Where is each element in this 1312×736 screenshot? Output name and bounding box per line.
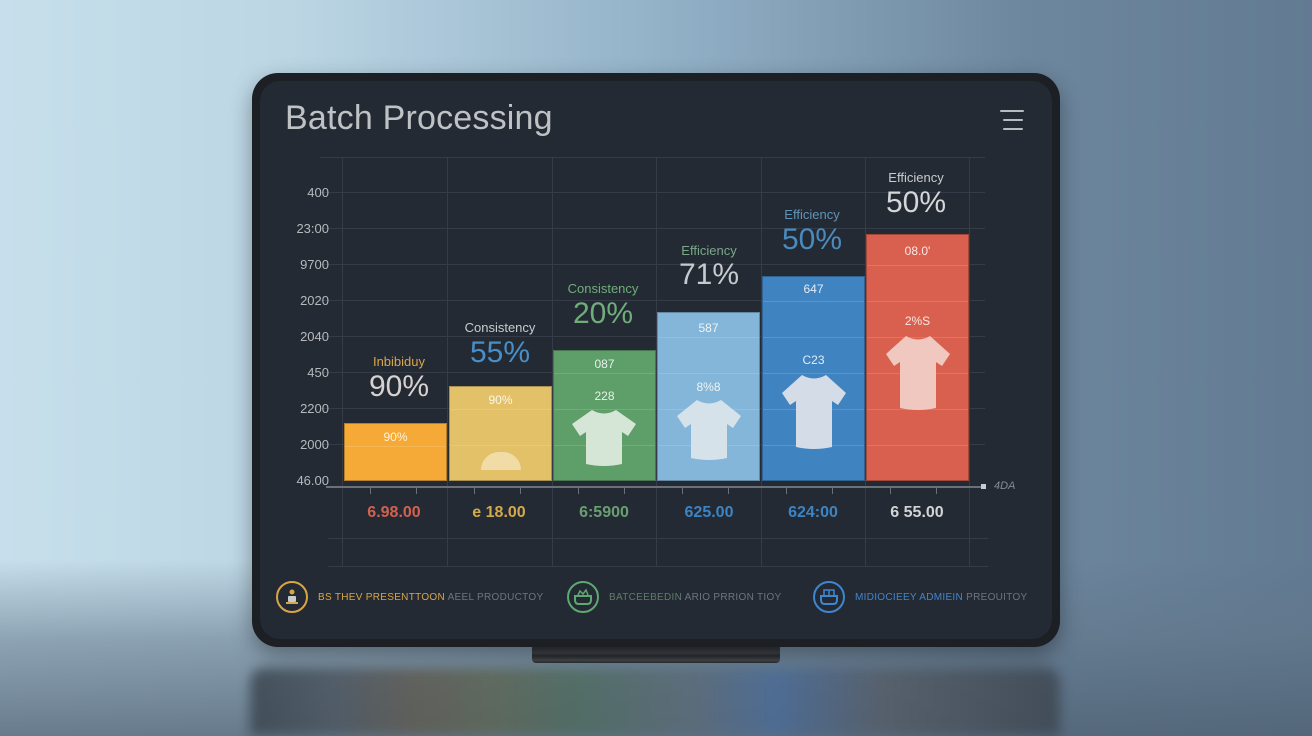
x-axis-end-label: 4DA xyxy=(994,480,1016,492)
tshirt-icon xyxy=(677,400,741,460)
bar-3[interactable]: 087 228 xyxy=(553,350,656,481)
bar-inner-label: 228 xyxy=(594,389,615,403)
bar-inner-label: 587 xyxy=(698,321,719,335)
cost-value: 6:5900 xyxy=(579,504,629,521)
y-tick: 2200 xyxy=(300,401,329,416)
metric-percent: 50% xyxy=(781,223,843,256)
y-tick: 2020 xyxy=(300,293,329,308)
bar-1[interactable]: 90% xyxy=(344,423,447,481)
bar-inner-label: C23 xyxy=(802,353,825,367)
legend-item-3[interactable]: MIDIOCIEEY ADMIEIN PREOUITOY xyxy=(813,581,1028,613)
cost-value: 6 55.00 xyxy=(890,504,944,521)
bar-6[interactable]: 08.0' 2%S xyxy=(866,234,969,481)
metric-label: Consistency xyxy=(464,320,536,335)
page-title: Batch Processing xyxy=(285,99,553,137)
bar-inner-label: 8%8 xyxy=(696,380,721,394)
y-tick: 2040 xyxy=(300,329,329,344)
metric-percent: 90% xyxy=(368,370,430,403)
tablet-stand xyxy=(532,645,780,663)
bar-inner-label: 647 xyxy=(803,282,824,296)
metric-label: Efficiency xyxy=(888,170,944,185)
bar-inner-label: 90% xyxy=(488,393,513,407)
y-tick: 2000 xyxy=(300,437,329,452)
legend-item-2[interactable]: BATCEEBEDIN ARIO PRRION TIOY xyxy=(567,581,782,613)
y-tick: 9700 xyxy=(300,257,329,272)
tshirt-icon xyxy=(572,410,636,466)
tablet-reflection xyxy=(250,668,1060,736)
cost-value: 624:00 xyxy=(788,504,838,521)
bar-4[interactable]: 587 8%8 xyxy=(657,312,760,481)
y-tick: 450 xyxy=(307,365,329,380)
bar-inner-label: 2%S xyxy=(904,314,931,328)
bathtub-badge-icon xyxy=(813,581,845,613)
bar-2[interactable]: 90% xyxy=(449,386,552,481)
bar-inner-label: 90% xyxy=(383,430,408,444)
y-tick: 400 xyxy=(307,185,329,200)
y-tick: 46.00 xyxy=(296,473,329,488)
tshirt-icon xyxy=(782,375,846,449)
bar-inner-label: 087 xyxy=(594,357,615,371)
metric-label: Inbibiduy xyxy=(372,354,426,369)
bathtub-badge-icon xyxy=(567,581,599,613)
worker-badge-icon xyxy=(276,581,308,613)
cost-value: e 18.00 xyxy=(472,504,526,521)
metric-percent: 50% xyxy=(885,186,947,219)
dashboard-screen: Batch Processing xyxy=(260,81,1052,639)
x-axis xyxy=(326,486,981,488)
cost-value: 6.98.00 xyxy=(367,504,421,521)
bar-inner-label: 08.0' xyxy=(904,244,931,258)
cost-value: 625.00 xyxy=(684,504,734,521)
legend-label: BATCEEBEDIN ARIO PRRION TIOY xyxy=(609,591,782,603)
x-axis-end-marker xyxy=(981,484,986,489)
bar-5[interactable]: 647 C23 xyxy=(762,276,865,481)
metric-percent: 55% xyxy=(469,336,531,369)
dome-icon xyxy=(481,452,521,470)
tshirt-icon xyxy=(886,336,950,410)
hamburger-menu-icon[interactable] xyxy=(1000,108,1026,132)
tablet-device: Batch Processing xyxy=(252,73,1060,647)
y-tick: 23:00 xyxy=(296,221,329,236)
metric-percent: 71% xyxy=(678,258,740,291)
metric-label: Consistency xyxy=(567,281,639,296)
metric-label: Efficiency xyxy=(681,243,737,258)
legend-label: BS THEV PRESENTTOON AEEL PRODUCTOY xyxy=(318,591,544,603)
legend-label: MIDIOCIEEY ADMIEIN PREOUITOY xyxy=(855,591,1028,603)
metric-label: Efficiency xyxy=(784,207,840,222)
metric-percent: 20% xyxy=(572,297,634,330)
legend-item-1[interactable]: BS THEV PRESENTTOON AEEL PRODUCTOY xyxy=(276,581,543,613)
